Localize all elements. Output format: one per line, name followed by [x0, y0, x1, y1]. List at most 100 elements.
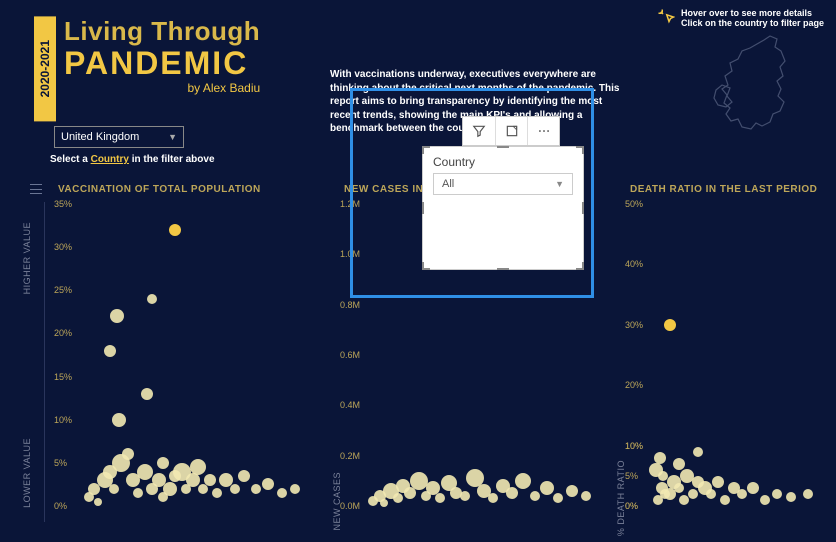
y-tick: 15% — [54, 372, 72, 382]
focus-icon[interactable] — [495, 117, 527, 145]
y-tick: 0.0M — [340, 501, 360, 511]
y-tick: 1.0M — [340, 249, 360, 259]
data-point[interactable] — [230, 484, 240, 494]
data-point[interactable] — [737, 489, 747, 499]
highlight-point[interactable] — [664, 319, 676, 331]
data-point[interactable] — [112, 413, 126, 427]
data-point[interactable] — [760, 495, 770, 505]
data-point[interactable] — [137, 464, 153, 480]
data-point[interactable] — [157, 457, 169, 469]
data-point[interactable] — [147, 294, 157, 304]
data-point[interactable] — [133, 488, 143, 498]
axis-divider — [44, 202, 45, 522]
data-point[interactable] — [530, 491, 540, 501]
y-tick: 30% — [54, 242, 72, 252]
page-title: Living Through PANDEMIC by Alex Badiu — [64, 16, 260, 95]
data-point[interactable] — [693, 447, 703, 457]
axis-death-ratio: % DEATH RATIO — [616, 460, 626, 536]
data-point[interactable] — [122, 448, 134, 460]
data-point[interactable] — [262, 478, 274, 490]
data-point[interactable] — [674, 483, 684, 493]
axis-new-cases: NEW CASES — [332, 472, 342, 531]
data-point[interactable] — [290, 484, 300, 494]
chevron-down-icon: ▼ — [168, 132, 177, 142]
data-point[interactable] — [380, 499, 388, 507]
data-point[interactable] — [688, 489, 698, 499]
helper-link[interactable]: Country — [91, 154, 129, 165]
axis-higher-value: HIGHER VALUE — [22, 222, 32, 294]
axis-lower-value: LOWER VALUE — [22, 438, 32, 508]
data-point[interactable] — [803, 489, 813, 499]
hint-line2: Click on the country to filter page — [681, 18, 824, 28]
data-point[interactable] — [190, 459, 206, 475]
data-point[interactable] — [94, 498, 102, 506]
hover-hint: Hover over to see more details Click on … — [657, 8, 824, 28]
uk-map-outline[interactable] — [676, 30, 826, 150]
data-point[interactable] — [393, 493, 403, 503]
data-point[interactable] — [712, 476, 724, 488]
data-point[interactable] — [251, 484, 261, 494]
data-point[interactable] — [553, 493, 563, 503]
data-point[interactable] — [277, 488, 287, 498]
y-tick: 0.8M — [340, 300, 360, 310]
data-point[interactable] — [104, 345, 116, 357]
y-tick: 20% — [54, 328, 72, 338]
data-point[interactable] — [772, 489, 782, 499]
data-point[interactable] — [673, 458, 685, 470]
y-tick: 35% — [54, 199, 72, 209]
data-point[interactable] — [141, 388, 153, 400]
data-point[interactable] — [654, 452, 666, 464]
title-line1: Living Through — [64, 16, 260, 47]
y-tick: 20% — [625, 380, 643, 390]
data-point[interactable] — [110, 309, 124, 323]
data-point[interactable] — [212, 488, 222, 498]
data-point[interactable] — [540, 481, 554, 495]
data-point[interactable] — [747, 482, 759, 494]
helper-prefix: Select a — [50, 154, 91, 165]
data-point[interactable] — [706, 489, 716, 499]
y-tick: 40% — [625, 259, 643, 269]
data-point[interactable] — [786, 492, 796, 502]
filter-label: Country — [423, 147, 583, 173]
data-point[interactable] — [581, 491, 591, 501]
filter-icon[interactable] — [463, 117, 495, 145]
y-tick: 10% — [54, 415, 72, 425]
filter-select-value: All — [442, 178, 454, 190]
filter-select[interactable]: All ▼ — [433, 173, 573, 195]
chart-deathratio[interactable]: 0%10%20%30%40%50%0%5%10% — [625, 204, 825, 524]
chevron-down-icon: ▼ — [555, 179, 564, 189]
filter-panel[interactable]: Country All ▼ — [422, 146, 584, 270]
data-point[interactable] — [435, 493, 445, 503]
chart-title-deathratio: DEATH RATIO IN THE LAST PERIOD — [630, 184, 817, 195]
data-point[interactable] — [566, 485, 578, 497]
y-tick: 0.4M — [340, 400, 360, 410]
highlight-point[interactable] — [169, 224, 181, 236]
y-tick: 0.2M — [340, 451, 360, 461]
data-point[interactable] — [506, 487, 518, 499]
data-point[interactable] — [720, 495, 730, 505]
y-tick: 5% — [54, 458, 67, 468]
data-point[interactable] — [163, 482, 177, 496]
y-tick: 0% — [54, 501, 67, 511]
data-point[interactable] — [109, 484, 119, 494]
chart-vaccination[interactable]: 0%5%10%15%20%25%30%35% — [54, 204, 314, 524]
data-point[interactable] — [238, 470, 250, 482]
data-point[interactable] — [488, 493, 498, 503]
year-tab: 2020-2021 — [34, 16, 56, 121]
more-icon[interactable] — [527, 117, 559, 145]
country-select[interactable]: United Kingdom ▼ — [54, 126, 184, 148]
hint-line1: Hover over to see more details — [681, 8, 824, 18]
data-point[interactable] — [204, 474, 216, 486]
menu-icon[interactable] — [30, 184, 42, 194]
data-point[interactable] — [515, 473, 531, 489]
y-tick: 50% — [625, 199, 643, 209]
cursor-icon — [657, 8, 675, 26]
y-tick: 25% — [54, 285, 72, 295]
data-point[interactable] — [404, 487, 416, 499]
title-line2: PANDEMIC — [64, 47, 260, 79]
visual-toolbar — [462, 116, 560, 146]
y-tick: 0.6M — [340, 350, 360, 360]
country-select-value: United Kingdom — [61, 131, 139, 143]
country-select-helper: Select a Country in the filter above — [50, 154, 215, 165]
data-point[interactable] — [460, 491, 470, 501]
